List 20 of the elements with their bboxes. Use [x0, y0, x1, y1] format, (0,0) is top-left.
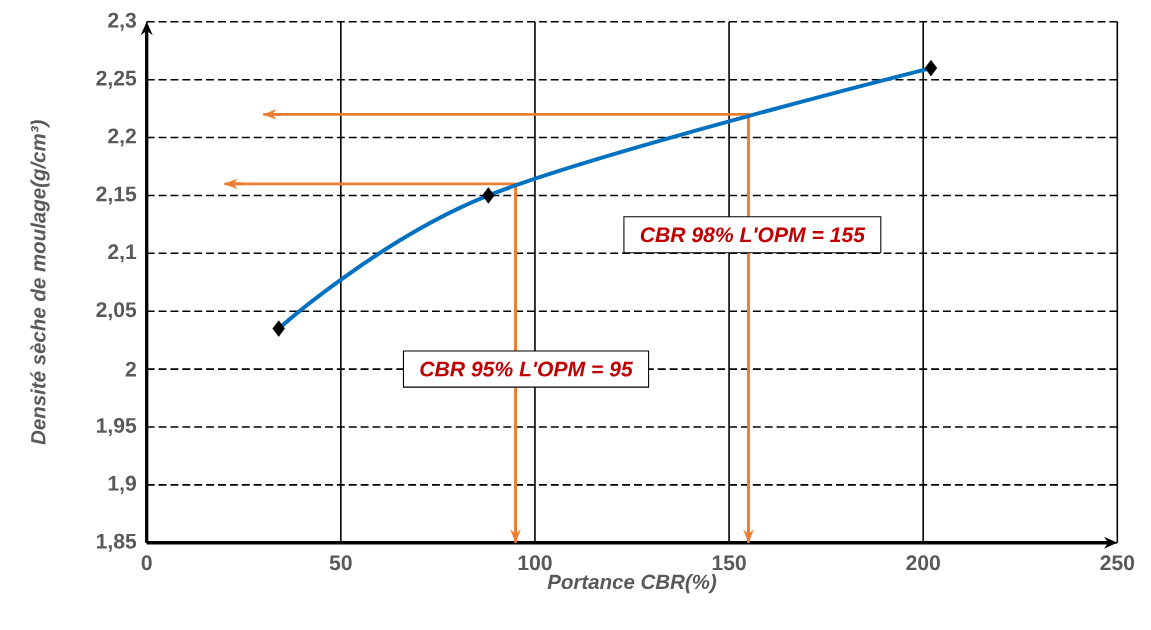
x-tick-label: 200 — [906, 555, 940, 571]
annotation: CBR 98% L'OPM = 155 — [640, 227, 866, 243]
x-tick-label: 0 — [141, 555, 152, 571]
y-tick-label: 1,9 — [108, 475, 136, 494]
x-tick-label: 50 — [329, 555, 352, 571]
y-tick-label: 2 — [125, 361, 136, 377]
y-tick-label: 1,85 — [96, 533, 137, 552]
x-tick-label: 250 — [1100, 555, 1135, 571]
annotation: CBR 95% L'OPM = 95 — [420, 361, 633, 377]
y-tick-label: 2,05 — [96, 302, 137, 321]
y-tick-label: 2,15 — [96, 186, 137, 205]
y-axis-title: Densité sèche de moulage(g/cm³) — [30, 120, 50, 445]
y-tick-label: 2,25 — [96, 70, 137, 89]
x-axis-title: Portance CBR(%) — [547, 574, 717, 594]
y-tick-label: 2,1 — [108, 244, 137, 263]
y-tick-label: 2,3 — [108, 12, 136, 31]
x-tick-label: 100 — [518, 555, 552, 571]
y-tick-label: 1,95 — [96, 418, 137, 437]
y-tick-label: 2,2 — [108, 128, 136, 147]
x-tick-label: 150 — [712, 555, 746, 571]
